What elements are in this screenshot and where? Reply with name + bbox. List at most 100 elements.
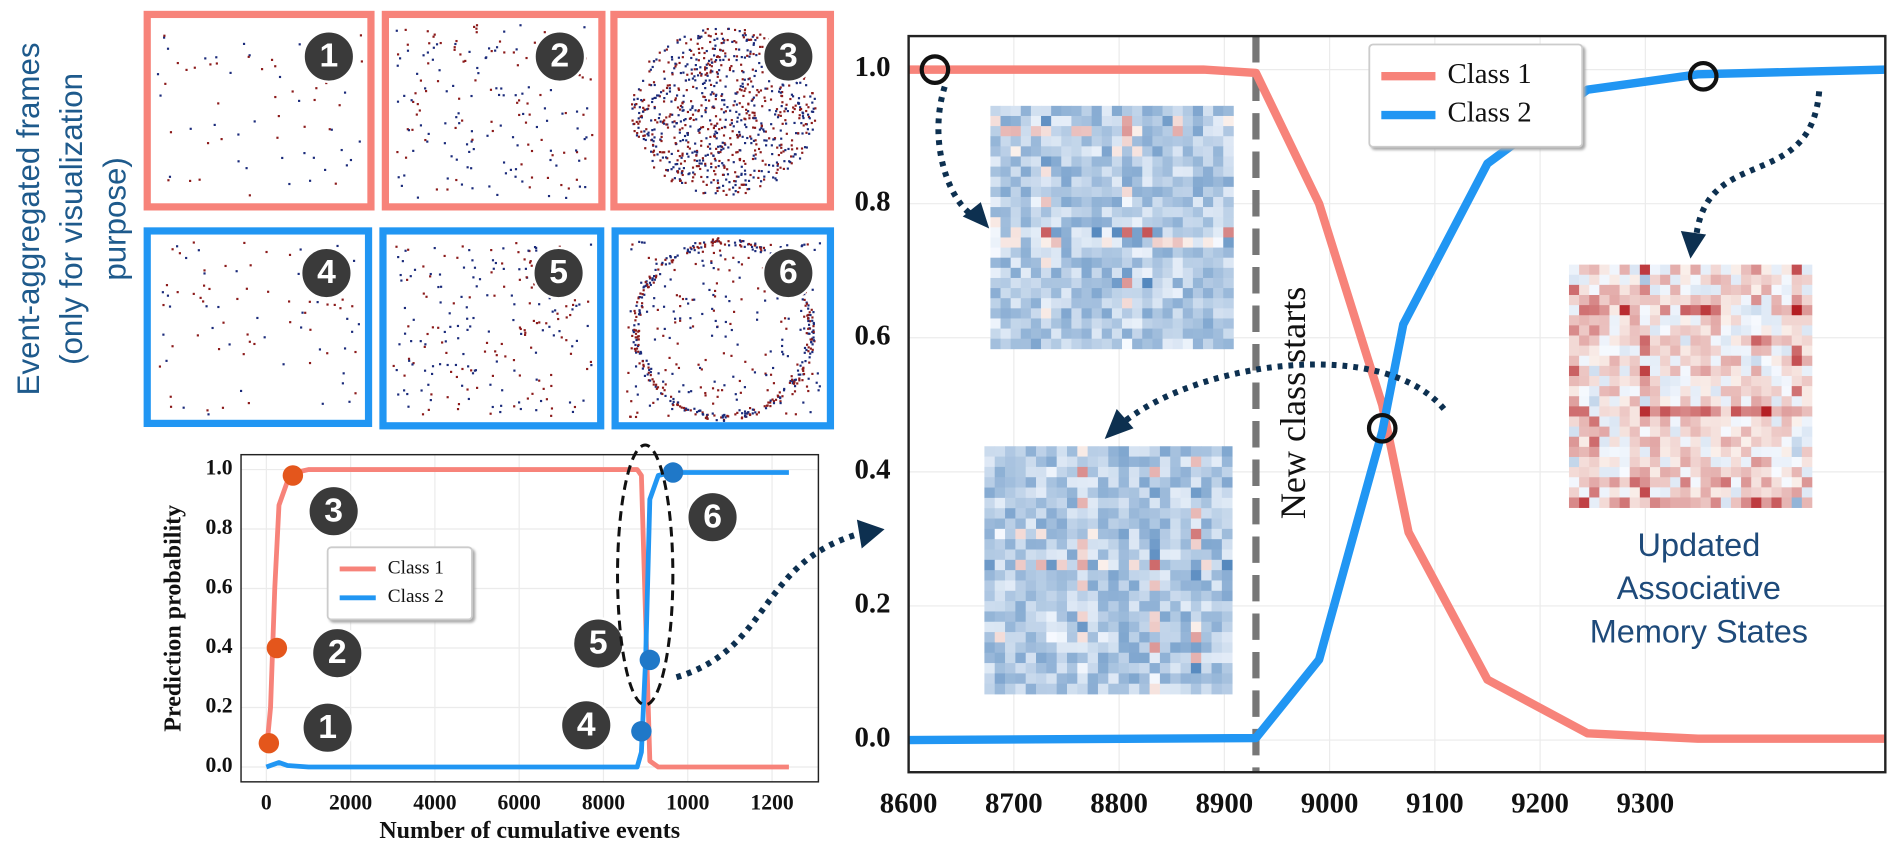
event-dot — [758, 170, 760, 172]
event-dot — [803, 373, 805, 375]
event-dot — [672, 259, 674, 261]
heatmap-cell — [1160, 539, 1171, 550]
heatmap-cell — [1761, 315, 1771, 325]
event-dot — [654, 107, 656, 109]
heatmap-cell — [1163, 126, 1173, 136]
event-dot — [765, 139, 767, 141]
event-dot — [468, 249, 470, 251]
event-dot — [734, 29, 736, 31]
event-dot — [748, 117, 750, 119]
event-dot — [760, 122, 762, 124]
heatmap-cell — [1183, 329, 1193, 339]
heatmap-cell — [1701, 265, 1711, 275]
heatmap-cell — [1650, 416, 1660, 426]
event-dot — [807, 243, 809, 245]
heatmap-cell — [1102, 217, 1112, 227]
event-dot — [679, 155, 681, 157]
heatmap-cell — [1026, 673, 1037, 684]
heatmap-cell — [1802, 427, 1812, 437]
heatmap-cell — [1163, 106, 1173, 116]
event-dot — [641, 296, 643, 298]
event-dot — [675, 363, 677, 365]
event-dot — [637, 344, 639, 346]
heatmap-cell — [1201, 498, 1212, 509]
heatmap-cell — [1015, 457, 1026, 468]
event-dot — [471, 187, 473, 189]
heatmap-cell — [1782, 376, 1792, 386]
heatmap-cell — [1701, 487, 1711, 497]
event-dot — [808, 362, 810, 364]
event-dot — [653, 166, 655, 168]
event-dot — [750, 138, 752, 140]
event-dot — [663, 123, 665, 125]
heatmap-cell — [1005, 549, 1016, 560]
event-dot — [679, 320, 681, 322]
event-dot — [520, 163, 522, 165]
heatmap-cell — [1031, 116, 1041, 126]
event-dot — [791, 393, 793, 395]
event-dot — [716, 82, 718, 84]
event-dot — [743, 36, 745, 38]
heatmap-cell — [1005, 611, 1016, 622]
event-dot — [737, 176, 739, 178]
heatmap-cell — [1650, 265, 1660, 275]
heatmap-cell — [1170, 601, 1181, 612]
heatmap-cell — [1026, 457, 1037, 468]
heatmap-cell — [1026, 508, 1037, 519]
event-dot — [520, 408, 522, 410]
event-dot — [229, 343, 231, 345]
event-dot — [753, 176, 755, 178]
heatmap-cell — [1222, 529, 1233, 540]
memory-label: Associative — [1617, 570, 1781, 606]
event-dot — [427, 62, 429, 64]
event-dot — [715, 192, 717, 194]
heatmap-cell — [1741, 275, 1751, 285]
event-dot — [636, 301, 638, 303]
heatmap-cell — [1001, 136, 1011, 146]
event-dot — [710, 35, 712, 37]
event-dot — [636, 336, 638, 338]
event-dot — [425, 90, 427, 92]
heatmap-cell — [1077, 457, 1088, 468]
event-dot — [702, 96, 704, 98]
heatmap-cell — [1098, 601, 1109, 612]
event-dot — [769, 109, 771, 111]
heatmap-cell — [1701, 376, 1711, 386]
x-tick-label: 4000 — [413, 791, 456, 815]
event-dot — [194, 67, 196, 69]
heatmap-cell — [1223, 207, 1233, 217]
event-dot — [229, 72, 231, 74]
heatmap-cell — [1751, 487, 1761, 497]
event-dot — [428, 133, 430, 135]
heatmap-cell — [1690, 386, 1700, 396]
event-dot — [780, 402, 782, 404]
heatmap-cell — [1589, 437, 1599, 447]
heatmap-cell — [1213, 318, 1223, 328]
heatmap-cell — [995, 663, 1006, 674]
event-dot — [694, 109, 696, 111]
heatmap-cell — [1132, 298, 1142, 308]
event-dot — [634, 319, 636, 321]
heatmap-cell — [1173, 329, 1183, 339]
event-dot — [776, 297, 778, 299]
heatmap-cell — [1792, 366, 1802, 376]
heatmap-cell — [1119, 508, 1130, 519]
heatmap-cell — [1201, 570, 1212, 581]
event-dot — [673, 84, 675, 86]
event-dot — [642, 368, 644, 370]
event-dot — [432, 59, 434, 61]
heatmap-cell — [1660, 285, 1670, 295]
heatmap-cell — [1067, 642, 1078, 653]
event-dot — [723, 111, 725, 113]
event-dot — [519, 374, 521, 376]
event-dot — [693, 54, 695, 56]
event-dot — [770, 123, 772, 125]
heatmap-cell — [1036, 529, 1047, 540]
heatmap-cell — [1071, 207, 1081, 217]
event-dot — [476, 67, 478, 69]
event-dot — [738, 113, 740, 115]
heatmap-cell — [1102, 136, 1112, 146]
event-dot — [699, 128, 701, 130]
event-dot — [360, 34, 362, 36]
event-dot — [476, 31, 478, 33]
